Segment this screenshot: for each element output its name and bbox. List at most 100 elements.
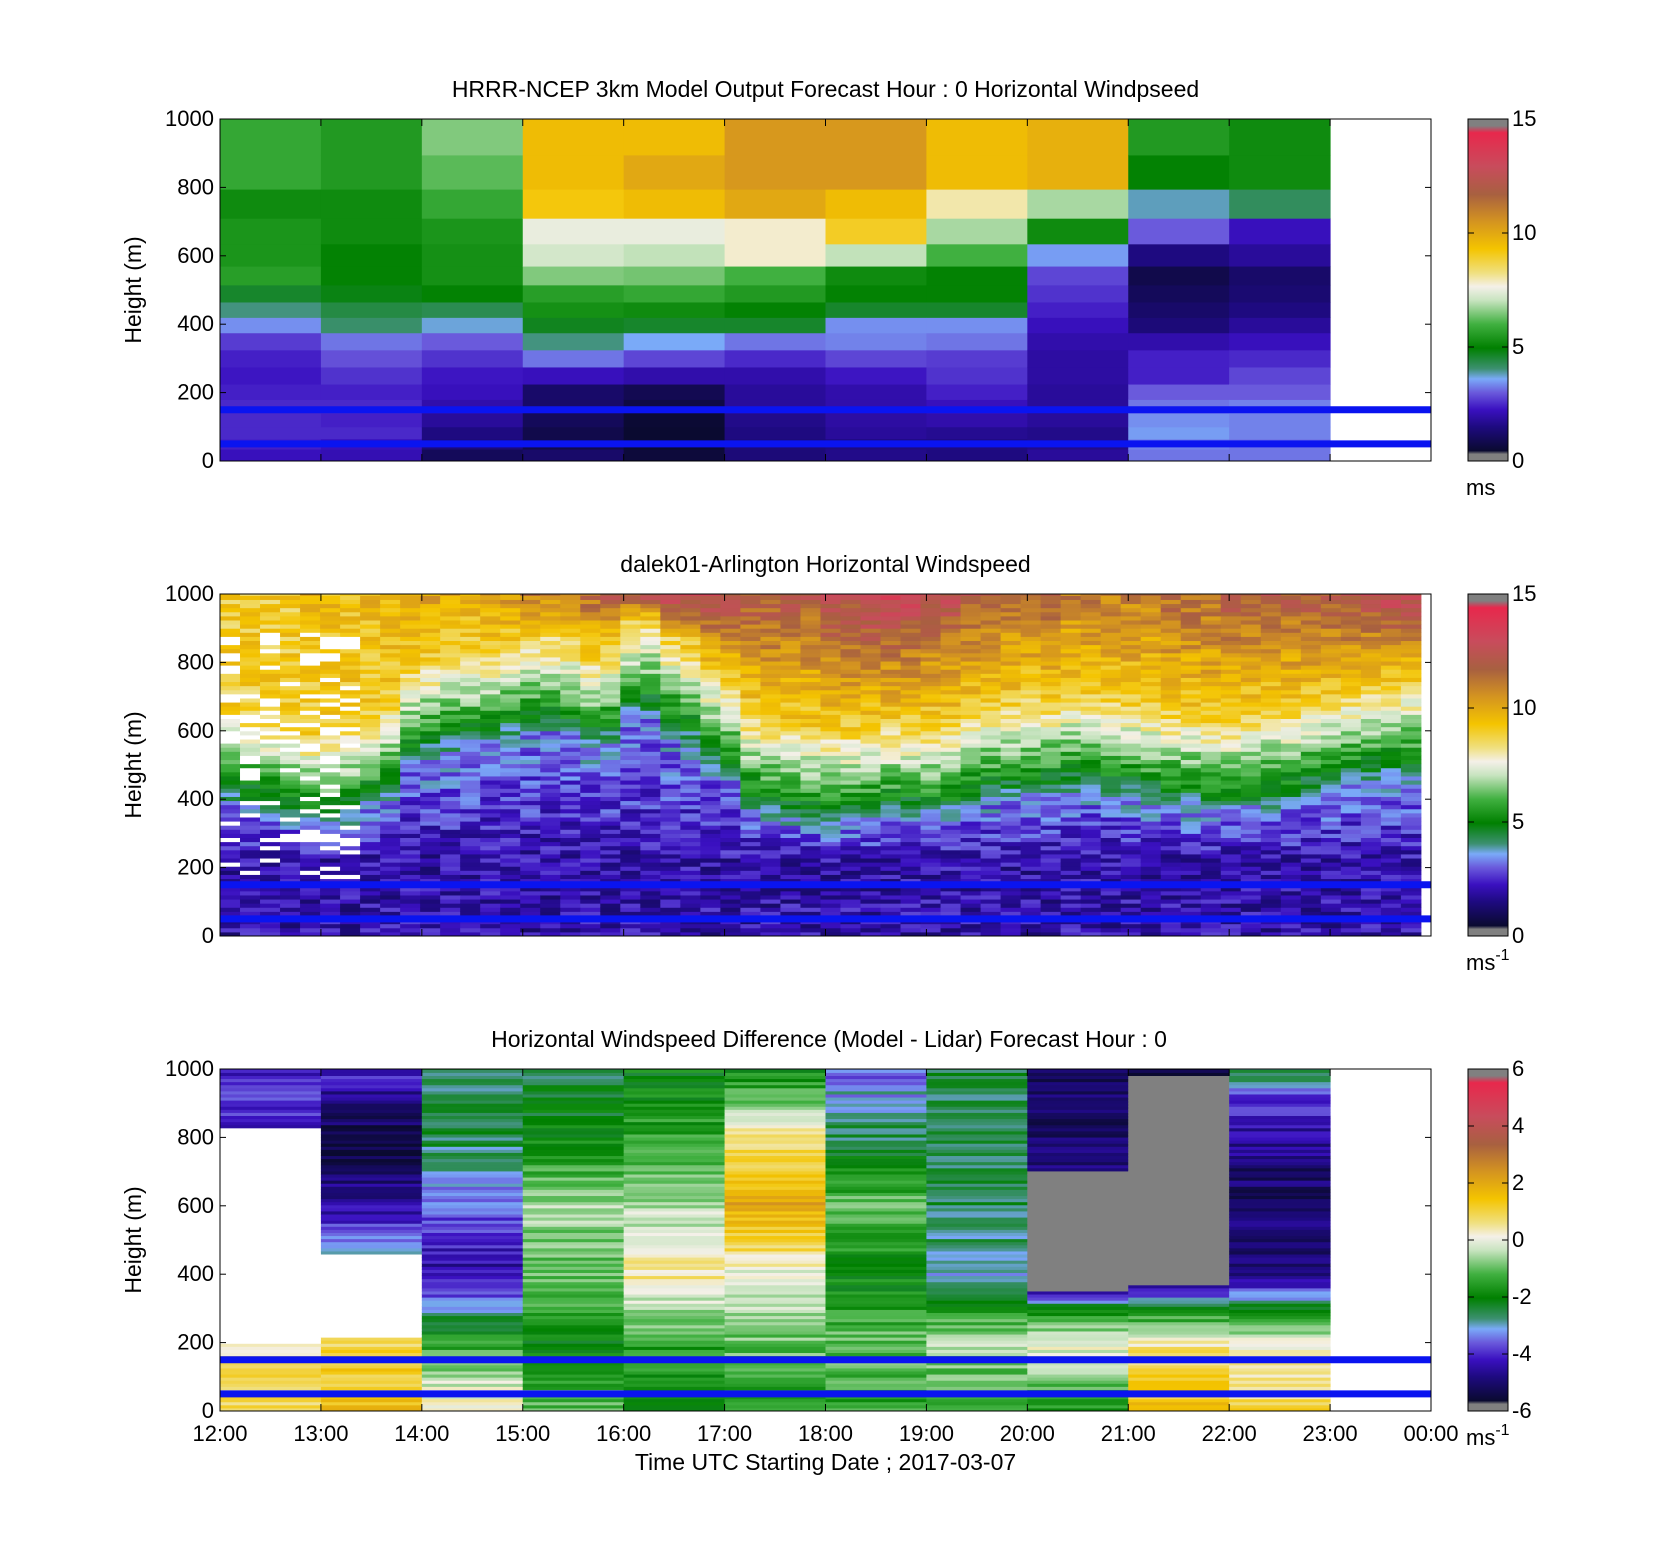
heatmap-cell xyxy=(980,681,1002,687)
heatmap-cell xyxy=(220,697,241,703)
heatmap-cell xyxy=(220,595,241,600)
heatmap-cell xyxy=(740,808,761,814)
heatmap-cell xyxy=(1200,632,1222,637)
heatmap-cell xyxy=(1060,734,1082,740)
heatmap-cell xyxy=(800,866,821,871)
heatmap-cell xyxy=(940,784,962,789)
heatmap-cell xyxy=(500,878,521,884)
heatmap-cell xyxy=(1260,730,1282,736)
heatmap-cell xyxy=(1320,821,1342,826)
heatmap-cell xyxy=(1180,615,1202,621)
heatmap-cell xyxy=(1300,697,1322,703)
heatmap-cell xyxy=(240,681,261,687)
heatmap-cell xyxy=(320,677,341,683)
colorbar-tick-label: 10 xyxy=(1512,220,1536,245)
heatmap-cell xyxy=(1080,788,1102,793)
heatmap-cell xyxy=(700,726,721,732)
heatmap-cell xyxy=(1060,845,1082,851)
heatmap-cell xyxy=(660,624,681,629)
heatmap-cell xyxy=(640,816,661,822)
heatmap-cell xyxy=(280,858,301,863)
heatmap-cell xyxy=(1340,849,1362,855)
heatmap-cell xyxy=(880,931,902,936)
heatmap-cell xyxy=(320,119,423,156)
heatmap-cell xyxy=(340,821,361,826)
heatmap-cell xyxy=(1000,619,1022,625)
heatmap-cell xyxy=(240,607,261,613)
heatmap-cell xyxy=(920,890,942,896)
heatmap-cell xyxy=(360,706,381,711)
heatmap-cell xyxy=(460,632,481,637)
heatmap-cell xyxy=(280,755,301,761)
heatmap-cell xyxy=(420,890,441,896)
heatmap-cell xyxy=(520,665,541,670)
heatmap-cell xyxy=(760,821,781,826)
heatmap-cell xyxy=(260,710,281,715)
heatmap-cell xyxy=(1020,628,1042,633)
heatmap-cell xyxy=(1060,890,1082,896)
heatmap-cell xyxy=(1240,640,1262,646)
heatmap-cell xyxy=(300,619,321,625)
heatmap-cell xyxy=(1220,595,1242,600)
heatmap-cell xyxy=(560,812,581,818)
heatmap-cell xyxy=(220,837,241,843)
heatmap-cell xyxy=(880,628,902,633)
heatmap-cell xyxy=(1100,812,1122,818)
heatmap-cell xyxy=(240,628,261,633)
heatmap-cell xyxy=(840,767,861,773)
heatmap-cell xyxy=(740,792,761,797)
heatmap-cell xyxy=(360,788,381,793)
heatmap-cell xyxy=(360,661,381,666)
heatmap-cell xyxy=(1240,907,1262,912)
heatmap-cell xyxy=(220,894,241,900)
heatmap-cell xyxy=(1300,874,1322,880)
heatmap-cell xyxy=(820,710,841,715)
heatmap-cell xyxy=(480,710,501,715)
heatmap-cell xyxy=(500,652,521,658)
heatmap-cell xyxy=(724,284,826,303)
heatmap-cell xyxy=(1160,878,1182,884)
heatmap-cell xyxy=(1320,862,1342,867)
heatmap-cell xyxy=(460,726,481,732)
heatmap-cell xyxy=(1040,804,1062,810)
heatmap-cell xyxy=(820,788,841,793)
heatmap-cell xyxy=(800,829,821,834)
heatmap-cell xyxy=(1220,780,1242,785)
heatmap-cell xyxy=(680,697,701,703)
heatmap-cell xyxy=(760,739,781,744)
heatmap-cell xyxy=(1120,931,1142,936)
heatmap-cell xyxy=(460,607,481,613)
heatmap-cell xyxy=(260,743,281,748)
heatmap-cell xyxy=(420,681,441,687)
heatmap-cell xyxy=(560,722,581,728)
heatmap-cell xyxy=(1080,878,1102,884)
heatmap-cell xyxy=(1340,862,1362,867)
heatmap-cell xyxy=(825,426,927,440)
heatmap-cell xyxy=(1220,771,1242,777)
heatmap-cell xyxy=(400,755,421,761)
heatmap-cell xyxy=(1120,603,1142,609)
heatmap-cell xyxy=(1060,689,1082,695)
heatmap-cell xyxy=(980,714,1002,719)
heatmap-cell xyxy=(1320,661,1342,666)
heatmap-cell xyxy=(1160,611,1182,617)
heatmap-cell xyxy=(560,866,581,871)
heatmap-cell xyxy=(440,693,461,699)
heatmap-cell xyxy=(660,648,681,654)
heatmap-cell xyxy=(880,644,902,650)
heatmap-cell xyxy=(540,927,561,933)
heatmap-cell xyxy=(260,780,281,785)
heatmap-cell xyxy=(380,853,401,859)
heatmap-cell xyxy=(960,808,982,814)
heatmap-cell xyxy=(900,685,922,691)
heatmap-cell xyxy=(700,685,721,691)
heatmap-cell xyxy=(220,767,241,773)
heatmap-cell xyxy=(620,890,641,896)
heatmap-cell xyxy=(580,780,601,785)
heatmap-cell xyxy=(620,858,641,863)
heatmap-cell xyxy=(980,833,1002,839)
heatmap-cell xyxy=(1280,718,1302,724)
heatmap-cell xyxy=(1000,841,1022,847)
heatmap-cell xyxy=(520,599,541,605)
heatmap-cell xyxy=(1320,611,1342,617)
